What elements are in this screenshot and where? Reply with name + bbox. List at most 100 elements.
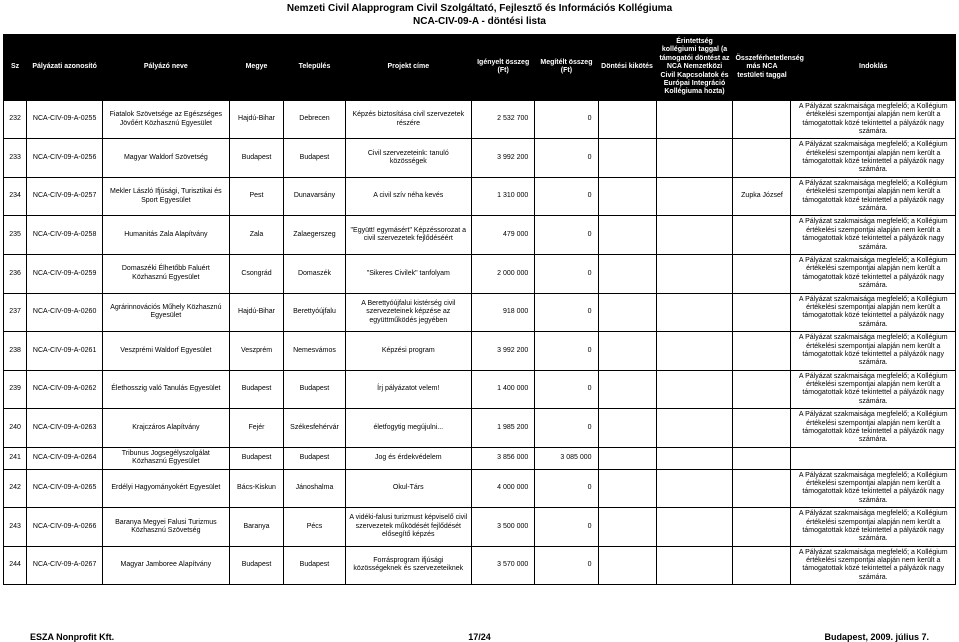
cell-megitelt: 0 [535,139,598,178]
col-igenyelt: Igényelt összeg (Ft) [472,35,535,101]
cell-projekt: Civil szervezeteink: tanuló közösségek [345,139,472,178]
table-row: 240NCA-CIV-09-A-0263Krajczáros Alapítván… [4,409,956,448]
col-name: Pályázó neve [103,35,230,101]
col-projekt: Projekt címe [345,35,472,101]
cell-projekt: Írj pályázatot velem! [345,370,472,409]
cell-telepules: Dunavarsány [284,177,345,216]
cell-dontesi [598,469,656,508]
cell-name: Magyar Jamboree Alapítvány [103,546,230,585]
col-sz: Sz [4,35,27,101]
col-indoklas: Indoklás [791,35,956,101]
cell-megitelt: 0 [535,254,598,293]
cell-megye: Veszprém [229,332,284,371]
cell-indoklas: A Pályázat szakmaisága megfelelő; a Koll… [791,469,956,508]
cell-dontesi [598,293,656,332]
cell-telepules: Debrecen [284,100,345,139]
cell-telepules: Nemesvámos [284,332,345,371]
cell-name: Erdélyi Hagyományokért Egyesület [103,469,230,508]
cell-erintettseg [656,177,733,216]
cell-sz: 239 [4,370,27,409]
cell-dontesi [598,409,656,448]
cell-osszefer [733,100,791,139]
cell-sz: 236 [4,254,27,293]
table-row: 232NCA-CIV-09-A-0255Fiatalok Szövetsége … [4,100,956,139]
cell-osszefer [733,508,791,547]
cell-indoklas: A Pályázat szakmaisága megfelelő; a Koll… [791,100,956,139]
cell-megye: Budapest [229,546,284,585]
cell-igenyelt: 3 856 000 [472,447,535,469]
col-megye: Megye [229,35,284,101]
cell-megye: Budapest [229,370,284,409]
cell-id: NCA-CIV-09-A-0261 [27,332,103,371]
cell-telepules: Budapest [284,370,345,409]
title-line2: NCA-CIV-09-A - döntési lista [0,15,959,28]
table-row: 233NCA-CIV-09-A-0256Magyar Waldorf Szöve… [4,139,956,178]
cell-name: Baranya Megyei Falusi Turizmus Közhasznú… [103,508,230,547]
cell-sz: 238 [4,332,27,371]
cell-osszefer [733,216,791,255]
cell-osszefer [733,469,791,508]
cell-sz: 233 [4,139,27,178]
cell-id: NCA-CIV-09-A-0267 [27,546,103,585]
cell-name: Tribunus Jogsegélyszolgálat Közhasznú Eg… [103,447,230,469]
cell-indoklas: A Pályázat szakmaisága megfelelő; a Koll… [791,409,956,448]
cell-indoklas [791,447,956,469]
cell-telepules: Székesfehérvár [284,409,345,448]
cell-telepules: Zalaegerszeg [284,216,345,255]
cell-name: Élethosszig való Tanulás Egyesület [103,370,230,409]
cell-igenyelt: 1 310 000 [472,177,535,216]
cell-osszefer [733,254,791,293]
cell-megitelt: 0 [535,409,598,448]
cell-erintettseg [656,216,733,255]
cell-osszefer [733,332,791,371]
cell-erintettseg [656,409,733,448]
cell-dontesi [598,447,656,469]
cell-igenyelt: 3 570 000 [472,546,535,585]
cell-dontesi [598,332,656,371]
table-row: 234NCA-CIV-09-A-0257Mekler László Ifjúsá… [4,177,956,216]
cell-indoklas: A Pályázat szakmaisága megfelelő; a Koll… [791,370,956,409]
cell-id: NCA-CIV-09-A-0263 [27,409,103,448]
cell-igenyelt: 1 400 000 [472,370,535,409]
table-row: 242NCA-CIV-09-A-0265Erdélyi Hagyományoké… [4,469,956,508]
cell-igenyelt: 479 000 [472,216,535,255]
cell-megye: Pest [229,177,284,216]
cell-osszefer [733,409,791,448]
cell-sz: 242 [4,469,27,508]
page-title: Nemzeti Civil Alapprogram Civil Szolgált… [0,0,959,34]
cell-projekt: Képzés biztosítása civil szervezetek rés… [345,100,472,139]
cell-igenyelt: 918 000 [472,293,535,332]
cell-dontesi [598,216,656,255]
cell-projekt: Képzési program [345,332,472,371]
cell-id: NCA-CIV-09-A-0259 [27,254,103,293]
cell-osszefer: Zupka József [733,177,791,216]
col-erintettseg: Érintettség kollégiumi taggal (a támogat… [656,35,733,101]
cell-igenyelt: 2 000 000 [472,254,535,293]
col-megitelt: Megítélt összeg (Ft) [535,35,598,101]
cell-projekt: életfogytig megújulni... [345,409,472,448]
cell-name: Domaszéki Élhetőbb Faluért Közhasznú Egy… [103,254,230,293]
cell-igenyelt: 2 532 700 [472,100,535,139]
table-row: 236NCA-CIV-09-A-0259Domaszéki Élhetőbb F… [4,254,956,293]
cell-sz: 232 [4,100,27,139]
cell-erintettseg [656,254,733,293]
cell-erintettseg [656,546,733,585]
cell-igenyelt: 1 985 200 [472,409,535,448]
cell-projekt: "Sikeres Civilek" tanfolyam [345,254,472,293]
table-row: 241NCA-CIV-09-A-0264Tribunus Jogsegélysz… [4,447,956,469]
decision-table: Sz Pályázati azonosító Pályázó neve Megy… [3,34,956,585]
table-row: 244NCA-CIV-09-A-0267Magyar Jamboree Alap… [4,546,956,585]
cell-megye: Bács-Kiskun [229,469,284,508]
table-row: 243NCA-CIV-09-A-0266Baranya Megyei Falus… [4,508,956,547]
cell-osszefer [733,139,791,178]
cell-projekt: Jog és érdekvédelem [345,447,472,469]
footer-page-number: 17/24 [0,632,959,642]
col-dontesi: Döntési kikötés [598,35,656,101]
cell-dontesi [598,177,656,216]
cell-sz: 244 [4,546,27,585]
cell-erintettseg [656,293,733,332]
cell-osszefer [733,370,791,409]
table-row: 237NCA-CIV-09-A-0260Agrárinnovációs Műhe… [4,293,956,332]
cell-megye: Fejér [229,409,284,448]
cell-igenyelt: 3 500 000 [472,508,535,547]
